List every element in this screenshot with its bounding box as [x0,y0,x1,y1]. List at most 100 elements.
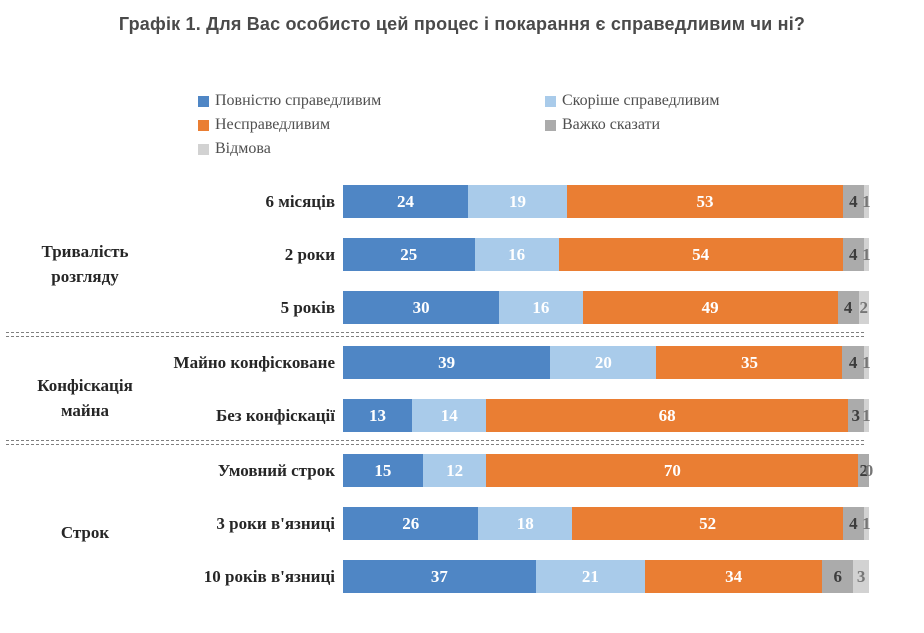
segment-value: 24 [396,191,414,211]
bar-segment-rather-fair: 18 [478,507,573,540]
bar-segment-fully-fair: 37 [343,560,536,593]
legend-swatch-refusal-icon [198,143,209,155]
category-label: 3 роки в'язниці [216,513,335,533]
segment-value: 13 [369,405,387,425]
bar-segment-fully-fair: 30 [343,291,500,324]
segment-value: 21 [581,566,599,586]
bar-segment-rather-fair: 16 [499,291,583,324]
bar-row: Майно конфісковане 39 20 35 4 1 [170,346,924,379]
category-label: 2 роки [284,244,335,264]
bar-row: Умовний строк 15 12 70 2 0 [170,454,924,487]
bar-segment-hard-to-say: 4 [842,507,864,540]
bar-segment-refusal: 1 [862,185,871,218]
stacked-bar: 39 20 35 4 1 [343,346,871,379]
category-label: Майно конфісковане [173,352,335,372]
bar-segment-fully-fair: 39 [343,346,551,379]
bar-segment-rather-fair: 14 [412,399,487,432]
stacked-bar: 15 12 70 2 0 [343,454,873,487]
stacked-bar: 26 18 52 4 1 [343,507,871,540]
segment-value: 1 [862,191,871,211]
bar-segment-fully-fair: 15 [343,454,423,487]
legend-item-hard-to-say: Важко сказати [545,116,924,134]
chart-area: Тривалість розгляду 6 місяців 24 19 53 4… [0,185,924,613]
legend-label: Повністю справедливим [215,92,382,109]
segment-value: 16 [532,297,550,317]
bar-segment-unfair: 34 [645,560,823,593]
bar-segment-rather-fair: 16 [474,238,559,271]
bar-segment-rather-fair: 12 [422,454,487,487]
segment-value: 4 [849,513,858,533]
legend-label: Несправедливим [215,116,331,133]
bar-segment-fully-fair: 24 [343,185,468,218]
segment-value: 49 [701,297,719,317]
bar-segment-hard-to-say: 4 [842,346,864,379]
chart-figure: Графік 1. Для Вас особисто цей процес і … [0,14,924,613]
bar-segment-rather-fair: 19 [467,185,567,218]
page-title: Графік 1. Для Вас особисто цей процес і … [118,14,806,34]
segment-value: 3 [856,566,866,586]
legend: Повністю справедливим Скоріше справедлив… [198,92,924,158]
segment-value: 1 [862,244,871,264]
segment-value: 30 [412,297,430,317]
legend-swatch-fully-fair-icon [198,95,209,107]
segment-value: 54 [692,244,710,264]
bar-row: 10 років в'язниці 37 21 34 6 3 [170,560,924,593]
segment-value: 12 [446,460,464,480]
segment-value: 3 [851,405,860,425]
category-group-confiscation: Конфіскація майна Майно конфісковане 39 … [0,346,924,452]
segment-value: 68 [658,405,676,425]
legend-item-rather-fair: Скоріше справедливим [545,92,924,110]
bar-row: 6 місяців 24 19 53 4 1 [170,185,924,218]
bar-segment-fully-fair: 26 [343,507,479,540]
bar-row: Без конфіскації 13 14 68 3 1 [170,399,924,432]
stacked-bar: 37 21 34 6 3 [343,560,869,593]
bar-segment-refusal: 2 [858,291,869,324]
segment-value: 4 [848,352,858,372]
category-label: Без конфіскації [215,405,335,425]
legend-label: Важко сказати [562,116,661,133]
group-label: Тривалість розгляду [41,241,129,286]
bar-row: 2 роки 25 16 54 4 1 [170,238,924,271]
bar-segment-unfair: 49 [582,291,838,324]
legend-item-unfair: Несправедливим [198,116,545,134]
legend-swatch-unfair-icon [198,119,209,131]
stacked-bar: 24 19 53 4 1 [343,185,871,218]
bar-segment-hard-to-say: 3 [847,399,864,432]
segment-value: 4 [848,244,858,264]
category-label: 5 років [280,297,335,317]
category-label: 10 років в'язниці [203,566,335,586]
stacked-bar: 13 14 68 3 1 [343,399,871,432]
category-label: Умовний строк [217,460,335,480]
bar-segment-fully-fair: 25 [343,238,475,271]
segment-value: 15 [374,460,392,480]
segment-value: 52 [699,513,717,533]
bar-segment-hard-to-say: 4 [842,185,864,218]
stacked-bar: 30 16 49 4 2 [343,291,869,324]
segment-value: 4 [843,297,853,317]
bar-segment-hard-to-say: 6 [822,560,854,593]
legend-swatch-hard-to-say-icon [545,119,556,131]
bar-segment-hard-to-say: 4 [842,238,864,271]
segment-value: 70 [663,460,681,480]
bar-segment-unfair: 54 [558,238,843,271]
segment-value: 0 [864,460,874,480]
bar-segment-unfair: 52 [572,507,843,540]
segment-value: 16 [508,244,526,264]
bar-segment-rather-fair: 21 [535,560,646,593]
segment-value: 18 [516,513,534,533]
segment-value: 14 [440,405,458,425]
bar-segment-hard-to-say: 4 [837,291,859,324]
segment-value: 25 [400,244,418,264]
segment-value: 1 [862,352,871,372]
segment-value: 37 [430,566,448,586]
bar-segment-hard-to-say: 2 [858,454,869,487]
segment-value: 34 [725,566,743,586]
bar-segment-unfair: 35 [656,346,843,379]
segment-value: 39 [438,352,456,372]
segment-value: 20 [594,352,612,372]
segment-value: 1 [862,405,871,425]
category-group-duration: Тривалість розгляду 6 місяців 24 19 53 4… [0,185,924,344]
bar-segment-refusal: 1 [862,507,871,540]
category-label: 6 місяців [265,191,336,211]
bar-segment-unfair: 53 [566,185,843,218]
